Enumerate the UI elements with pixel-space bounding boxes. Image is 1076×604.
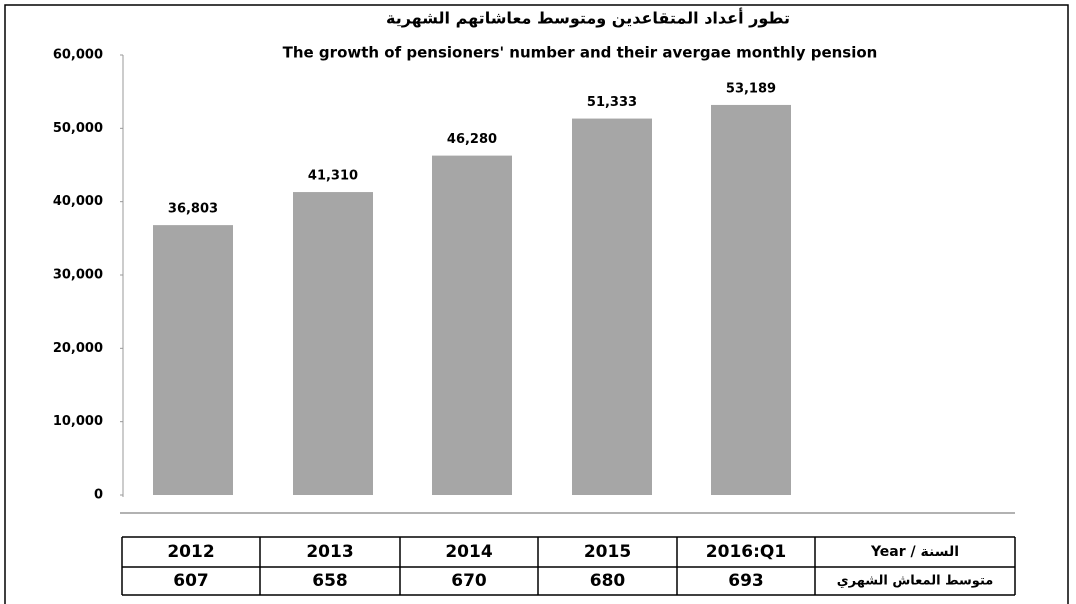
table-pension: 693: [728, 571, 764, 591]
value-label: 41,310: [308, 169, 358, 184]
y-tick-label: 30,000: [53, 268, 103, 283]
table-year: 2015: [584, 542, 631, 562]
table-year: 2012: [167, 542, 214, 562]
chart-title: تطور أعداد المتقاعدين ومتوسط معاشاتهم ال…: [386, 8, 790, 28]
y-tick-label: 20,000: [53, 341, 103, 356]
value-label: 51,333: [587, 95, 637, 110]
table-year: 2016:Q1: [706, 542, 786, 562]
table-pension: 658: [312, 571, 348, 591]
bar: [153, 225, 233, 495]
y-tick-label: 10,000: [53, 414, 103, 429]
table-pension: 670: [451, 571, 487, 591]
bar: [711, 104, 791, 496]
chart-subtitle: The growth of pensioners' number and the…: [283, 44, 878, 62]
value-label: 53,189: [726, 81, 776, 96]
value-label: 36,803: [168, 202, 218, 217]
table-pension: 607: [173, 571, 209, 591]
table-year: 2013: [306, 542, 353, 562]
y-tick-label: 50,000: [53, 121, 103, 136]
table-row-label: متوسط المعاش الشهري: [837, 574, 994, 589]
bar: [572, 118, 652, 496]
bar: [293, 192, 373, 495]
table-pension: 680: [590, 571, 626, 591]
table-row-label: Year / السنة: [870, 544, 959, 560]
frame: [4, 4, 1069, 604]
bar: [432, 155, 512, 495]
y-tick-label: 40,000: [53, 194, 103, 209]
y-tick-label: 0: [94, 488, 103, 503]
table-year: 2014: [445, 542, 492, 562]
value-label: 46,280: [447, 132, 497, 147]
y-tick-label: 60,000: [53, 48, 103, 63]
